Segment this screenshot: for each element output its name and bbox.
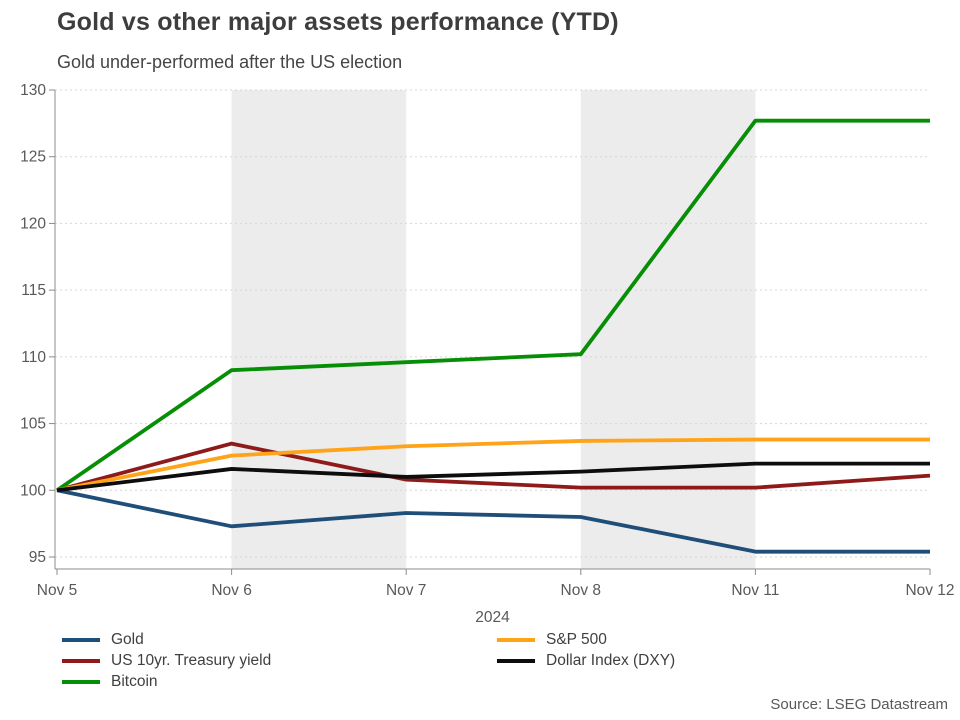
x-tick-label: Nov 7 [386,582,427,599]
x-tick-label: Nov 12 [905,582,954,599]
legend-item: Gold [62,629,271,650]
legend-swatch-icon [497,658,535,663]
legend-label: Gold [111,630,144,648]
x-tick-label: Nov 6 [211,582,252,599]
legend-swatch-icon [62,658,100,663]
y-tick-label: 120 [20,215,46,232]
legend-label: Bitcoin [111,672,158,690]
series-line-gold [56,488,930,554]
series-line-dollar-index-dxy [56,461,930,493]
legend-item: S&P 500 [497,629,675,650]
legend-label: Dollar Index (DXY) [546,651,676,669]
legend-column: Gold US 10yr. Treasury yield Bitcoin [62,629,271,692]
x-tick-label: Nov 11 [731,582,779,599]
y-tick-label: 95 [29,549,46,566]
shaded-band [580,90,756,569]
legend-item: US 10yr. Treasury yield [62,650,271,671]
legend-item: Bitcoin [62,671,271,692]
legend-item: Dollar Index (DXY) [497,650,675,671]
chart-subtitle: Gold under-performed after the US electi… [57,52,403,72]
x-axis-year-label: 2024 [475,609,510,626]
y-tick-label: 100 [20,482,46,499]
y-tick-label: 110 [21,349,46,366]
legend-swatch-icon [62,637,100,642]
y-tick-label: 115 [21,282,46,299]
series-line-s-p-500 [56,437,930,493]
y-tick-label: 125 [20,149,46,166]
legend-column: S&P 500 Dollar Index (DXY) [497,629,675,671]
shaded-band [231,90,407,569]
source-note: Source: LSEG Datastream [770,696,948,713]
y-tick-label: 130 [20,82,46,99]
x-tick-label: Nov 5 [37,582,78,599]
legend-swatch-icon [497,637,535,642]
series-line-bitcoin [55,118,930,492]
legend-swatch-icon [62,679,100,684]
x-tick-label: Nov 8 [561,582,602,599]
legend-label: S&P 500 [546,630,607,648]
chart-legend: Gold US 10yr. Treasury yield Bitcoin S&P 50… [0,629,960,695]
chart-title: Gold vs other major assets performance (… [57,8,619,36]
y-tick-label: 105 [20,416,46,433]
legend-label: US 10yr. Treasury yield [111,651,272,669]
series-line-us-10yr-treasury-yield [56,441,931,493]
